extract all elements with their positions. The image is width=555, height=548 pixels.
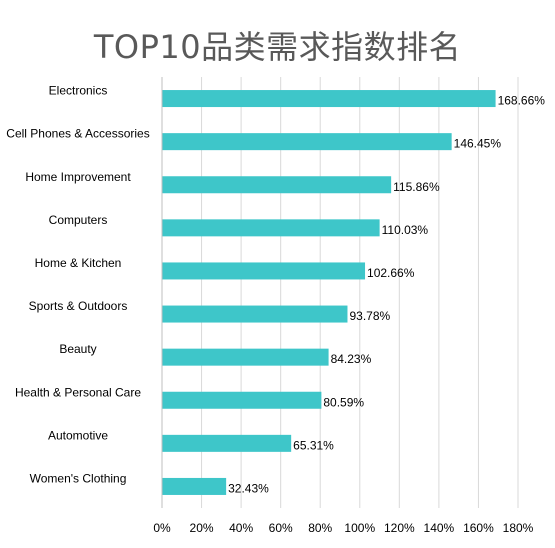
bar [162, 477, 227, 495]
category-label: Home Improvement [25, 170, 131, 184]
x-tick-label: 180% [503, 521, 534, 535]
data-labels: 168.66% 146.45% 115.86% 110.03% 102.66% 93.78… [228, 94, 545, 496]
bar [162, 133, 452, 151]
x-tick-label: 80% [308, 521, 332, 535]
bar [162, 262, 366, 280]
data-label: 110.03% [382, 223, 429, 237]
category-label: Women's Clothing [30, 471, 127, 485]
x-tick-label: 0% [153, 521, 171, 535]
category-label: Sports & Outdoors [29, 299, 128, 313]
category-label: Cell Phones & Accessories [6, 127, 149, 141]
bar [162, 90, 496, 108]
x-tick-label: 20% [190, 521, 214, 535]
category-label: Beauty [59, 342, 96, 356]
bar [162, 176, 392, 194]
data-label: 32.43% [228, 481, 269, 495]
x-tick-label: 60% [269, 521, 293, 535]
x-tick-label: 40% [229, 521, 253, 535]
bar [162, 219, 380, 237]
bar [162, 434, 292, 452]
data-label: 115.86% [393, 180, 440, 194]
x-tick-label: 160% [463, 521, 494, 535]
data-label: 65.31% [293, 438, 334, 452]
chart-title: TOP10品类需求指数排名 [93, 28, 462, 66]
data-label: 80.59% [323, 395, 364, 409]
data-label: 168.66% [498, 94, 546, 108]
category-label: Electronics [49, 84, 108, 98]
bar [162, 391, 322, 409]
data-label: 93.78% [349, 309, 390, 323]
bar [162, 305, 348, 323]
category-label: Home & Kitchen [35, 256, 122, 270]
bars [162, 90, 496, 495]
x-axis-tick-labels: 0% 20% 40% 60% 80% 100% 120% 140% 160% 180% [153, 521, 533, 535]
data-label: 84.23% [331, 352, 372, 366]
category-label: Computers [49, 213, 108, 227]
category-labels: Electronics Cell Phones & Accessories Home… [6, 84, 149, 486]
data-label: 102.66% [367, 266, 415, 280]
x-tick-label: 140% [424, 521, 455, 535]
bar [162, 348, 329, 366]
data-label: 146.45% [454, 137, 502, 151]
category-label: Automotive [48, 428, 108, 442]
x-tick-label: 120% [384, 521, 415, 535]
category-label: Health & Personal Care [15, 385, 141, 399]
x-tick-label: 100% [344, 521, 375, 535]
